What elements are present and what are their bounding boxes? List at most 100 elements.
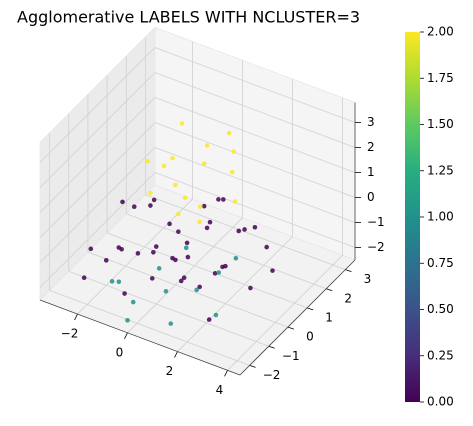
grid-line [106, 232, 308, 309]
grid-line [87, 251, 289, 328]
point [206, 317, 212, 322]
y-tick [306, 307, 314, 311]
colorbar-tick-label: 1.25 [427, 163, 454, 177]
x-tick [74, 313, 78, 321]
point [88, 246, 94, 252]
grid-line [154, 147, 356, 223]
point [135, 251, 141, 256]
y-tick-label: 3 [364, 272, 372, 286]
point [151, 197, 157, 203]
colorbar-tick-label: 0.00 [427, 395, 454, 409]
point [229, 169, 235, 175]
point [232, 199, 238, 204]
x-tick-label: 4 [216, 383, 224, 397]
grid-line [154, 47, 356, 123]
point [176, 229, 181, 234]
point [233, 255, 239, 261]
grid-line [39, 47, 156, 163]
grid-line [49, 290, 250, 366]
point [197, 219, 202, 225]
z-tick-label: −1 [367, 215, 385, 229]
point [151, 249, 156, 255]
point [242, 227, 247, 232]
grid-line [126, 213, 327, 290]
colorbar-tick-label: 1.00 [427, 210, 454, 224]
grid-line [39, 97, 156, 213]
point [122, 291, 127, 296]
grid-line [127, 217, 243, 334]
y-tick [268, 345, 275, 349]
colorbar-tick-label: 1.75 [427, 71, 454, 85]
grid-line [39, 122, 156, 238]
point [226, 130, 232, 136]
point [248, 285, 253, 291]
point [185, 254, 191, 260]
grid-line [39, 147, 156, 263]
y-tick [345, 269, 352, 272]
point [130, 299, 136, 305]
point [178, 278, 184, 284]
point [204, 143, 210, 148]
point [252, 224, 258, 230]
colorbar-tick-label: 0.25 [427, 348, 454, 362]
colorbar-tick-label: 0.75 [427, 256, 454, 270]
point [109, 279, 115, 284]
point [167, 221, 172, 227]
y-tick [287, 326, 295, 330]
grid-line [227, 255, 343, 371]
point [212, 271, 218, 276]
point [201, 161, 207, 166]
point [236, 228, 242, 234]
y-tick [326, 288, 333, 292]
point [176, 211, 181, 217]
grid-line [154, 72, 356, 148]
point [116, 245, 122, 250]
point [161, 163, 167, 169]
z-tick-label: 3 [367, 115, 375, 129]
point [125, 318, 130, 323]
x-tick-label: 0 [116, 345, 124, 359]
point [182, 195, 188, 201]
y-tick-label: 2 [344, 291, 352, 305]
y-tick-label: 1 [325, 310, 333, 324]
point [197, 284, 202, 290]
colorbar-tick-label: 0.50 [427, 302, 454, 316]
point [179, 121, 185, 126]
y-tick [249, 365, 256, 368]
grid-line [154, 122, 356, 198]
y-tick-label: −1 [282, 349, 300, 363]
point [148, 203, 153, 208]
grid-line [145, 194, 346, 270]
point [173, 182, 178, 188]
point [221, 197, 226, 202]
point [223, 263, 228, 269]
point [168, 321, 174, 326]
point [213, 312, 219, 318]
z-tick-label: −2 [367, 240, 385, 254]
point [181, 275, 187, 281]
point [270, 268, 275, 273]
point [198, 204, 203, 210]
grid-line [68, 270, 269, 347]
point [149, 276, 155, 281]
colorbar-tick-label: 1.50 [427, 117, 454, 131]
grid-line [154, 172, 356, 248]
colorbar [405, 32, 420, 402]
x-tick [174, 351, 178, 358]
grid-line [39, 72, 156, 188]
z-tick-label: 2 [367, 140, 375, 154]
point [103, 258, 109, 263]
y-axis-line [239, 259, 356, 376]
y-tick-label: 0 [306, 330, 314, 344]
point [153, 244, 159, 249]
colorbar-tick-label: 2.00 [427, 25, 454, 39]
point [131, 204, 137, 209]
grid-line [39, 172, 156, 288]
z-tick-label: 0 [367, 190, 375, 204]
point [231, 149, 237, 154]
x-tick [124, 332, 128, 339]
chart-title: Agglomerative LABELS WITH NCLUSTER=3 [17, 8, 360, 27]
point [204, 225, 210, 231]
point [156, 266, 162, 271]
